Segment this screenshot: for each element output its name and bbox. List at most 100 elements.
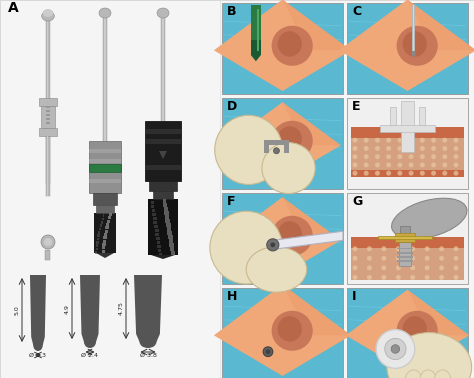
Polygon shape	[273, 231, 343, 249]
Circle shape	[409, 163, 414, 167]
Ellipse shape	[140, 336, 156, 348]
Circle shape	[409, 171, 414, 176]
Bar	[93, 193, 117, 205]
Bar	[145, 121, 181, 181]
Bar	[95, 251, 97, 254]
Circle shape	[364, 171, 369, 176]
Bar	[164, 211, 169, 214]
Bar	[158, 249, 162, 252]
Circle shape	[454, 154, 458, 159]
Circle shape	[265, 349, 270, 354]
Bar	[351, 127, 464, 138]
Text: C: C	[352, 5, 361, 18]
Circle shape	[410, 275, 415, 280]
Circle shape	[420, 163, 425, 167]
Bar	[104, 233, 108, 236]
Bar	[46, 13, 50, 183]
Circle shape	[367, 256, 372, 261]
Ellipse shape	[262, 143, 315, 194]
Circle shape	[353, 275, 357, 280]
Ellipse shape	[397, 311, 438, 351]
Circle shape	[376, 330, 415, 368]
Ellipse shape	[402, 316, 427, 342]
Bar	[89, 159, 121, 163]
Polygon shape	[251, 55, 261, 61]
Bar	[99, 228, 101, 230]
Bar	[109, 216, 111, 219]
Bar	[419, 107, 425, 125]
Circle shape	[425, 246, 429, 251]
Text: H: H	[227, 290, 237, 303]
Circle shape	[454, 246, 458, 251]
Text: I: I	[352, 290, 356, 303]
Bar	[46, 106, 50, 108]
Bar	[397, 248, 413, 249]
Circle shape	[420, 154, 425, 159]
Bar	[106, 223, 109, 226]
Text: G: G	[352, 195, 362, 208]
Ellipse shape	[272, 216, 313, 256]
Bar	[165, 219, 170, 223]
Ellipse shape	[278, 126, 302, 152]
Bar	[89, 164, 121, 172]
Ellipse shape	[278, 316, 302, 342]
Circle shape	[382, 265, 386, 270]
Circle shape	[431, 138, 436, 143]
Bar	[168, 235, 173, 239]
Polygon shape	[283, 285, 351, 335]
Bar	[222, 288, 343, 378]
Circle shape	[397, 163, 402, 167]
Circle shape	[41, 235, 55, 249]
Bar	[380, 125, 435, 132]
Circle shape	[382, 275, 386, 280]
Circle shape	[270, 242, 275, 247]
Bar	[412, 5, 415, 55]
Bar	[390, 107, 396, 125]
Circle shape	[454, 146, 458, 151]
Bar	[257, 9, 259, 51]
Circle shape	[364, 146, 369, 151]
Circle shape	[409, 146, 414, 151]
Circle shape	[385, 338, 406, 359]
Bar	[222, 98, 343, 189]
Bar	[400, 226, 410, 242]
Ellipse shape	[278, 221, 302, 247]
Bar	[284, 140, 289, 153]
Bar	[167, 231, 172, 234]
Bar	[46, 250, 51, 260]
Bar	[161, 11, 165, 121]
Circle shape	[411, 51, 416, 55]
Circle shape	[439, 275, 444, 280]
Polygon shape	[408, 0, 474, 50]
Bar	[251, 40, 261, 55]
Circle shape	[375, 138, 380, 143]
Polygon shape	[339, 0, 474, 91]
Polygon shape	[134, 275, 162, 342]
Bar	[222, 3, 343, 94]
Text: 5.0: 5.0	[15, 305, 20, 315]
Bar	[351, 170, 464, 177]
Ellipse shape	[405, 370, 422, 378]
Polygon shape	[214, 285, 351, 376]
Bar	[100, 221, 103, 224]
Circle shape	[420, 171, 425, 176]
Circle shape	[375, 146, 380, 151]
Circle shape	[442, 138, 447, 143]
Bar	[264, 140, 269, 153]
Bar	[397, 256, 413, 258]
Circle shape	[396, 275, 401, 280]
Circle shape	[364, 163, 369, 167]
Circle shape	[410, 265, 415, 270]
Circle shape	[454, 171, 458, 176]
Bar	[351, 237, 464, 248]
Bar	[103, 236, 107, 239]
Polygon shape	[283, 0, 351, 50]
Bar	[155, 233, 159, 236]
Bar	[105, 226, 109, 229]
Bar	[47, 136, 48, 196]
Circle shape	[367, 265, 372, 270]
Polygon shape	[283, 197, 341, 240]
Bar	[397, 252, 413, 254]
Circle shape	[396, 246, 401, 251]
Text: A: A	[8, 1, 19, 15]
